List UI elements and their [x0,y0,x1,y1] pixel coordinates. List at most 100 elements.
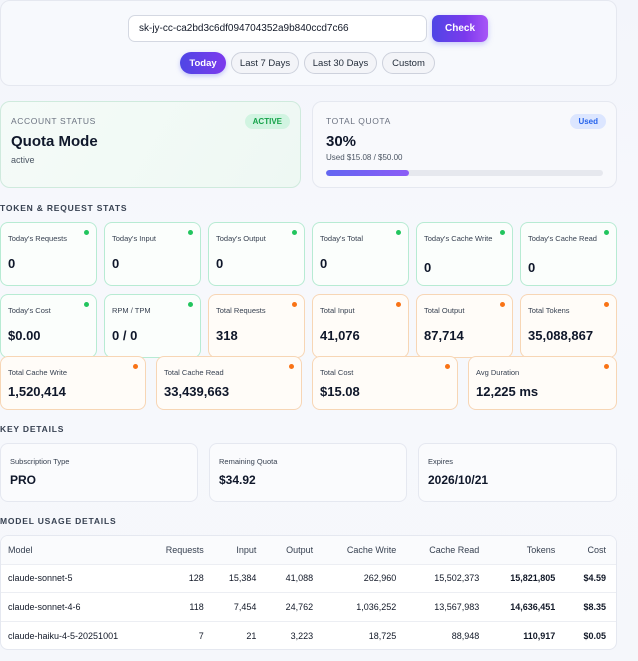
stat-label: Today's Input [112,234,156,243]
account-state: active [11,155,35,165]
table-cell: 128 [188,573,204,584]
subscription-type-card: Subscription Type PRO [0,443,198,502]
model-usage-section-title: MODEL USAGE DETAILS [0,516,117,526]
stat-value: 35,088,867 [528,328,594,343]
stat-card: Avg Duration 12,225 ms [468,356,617,410]
stat-label: Today's Cache Read [528,234,597,243]
status-dot-icon [445,364,450,369]
status-dot-icon [188,230,193,235]
status-dot-icon [289,364,294,369]
stat-value: 0 / 0 [112,328,138,343]
table-row: claude-sonnet-5 128 15,384 41,088 262,960 15,… [1,564,616,593]
stat-card: RPM / TPM 0 / 0 [104,294,201,358]
stat-label: Today's Total [320,234,363,243]
table-body: claude-sonnet-5 128 15,384 41,088 262,960 15,… [1,564,616,649]
col-input: Input [236,544,257,555]
stat-value: 12,225 ms [476,384,539,399]
stat-value: 0 [216,256,224,271]
col-tokens: Tokens [526,544,556,555]
stat-value: 318 [216,328,238,343]
api-key-panel: Check Today Last 7 Days Last 30 Days Cus… [0,0,617,86]
stat-value: 0 [112,256,120,271]
quota-progress-bar [326,170,603,176]
remaining-quota-card: Remaining Quota $34.92 [209,443,407,502]
check-button[interactable]: Check [432,15,488,42]
status-dot-icon [500,302,505,307]
table-cell: $4.59 [583,573,606,584]
detail-label: Remaining Quota [219,457,278,466]
table-cell: claude-haiku-4-5-20251001 [8,630,119,641]
table-cell: 118 [189,601,204,612]
stat-label: Total Cache Write [8,368,68,377]
range-last-30-days-button[interactable]: Last 30 Days [304,52,377,74]
stat-card: Total Output 87,714 [416,294,513,358]
api-key-input[interactable] [128,15,427,42]
col-cache-read: Cache Read [429,544,480,555]
status-dot-icon [188,302,193,307]
table-cell: 15,502,373 [434,573,480,584]
status-dot-icon [604,302,609,307]
range-today-button[interactable]: Today [180,52,226,74]
stat-label: Total Cache Read [164,368,224,377]
col-model: Model [8,544,33,555]
stat-value: 1,520,414 [8,384,66,399]
detail-value: $34.92 [219,473,256,487]
used-badge: Used [570,114,606,129]
status-dot-icon [84,302,89,307]
status-dot-icon [133,364,138,369]
detail-value: 2026/10/21 [428,473,489,487]
table-header-row: Model Requests Input Output Cache Write … [1,536,616,564]
key-details-section-title: KEY DETAILS [0,424,65,434]
status-dot-icon [84,230,89,235]
table-cell: 3,223 [290,630,314,641]
stat-card: Total Cache Write 1,520,414 [0,356,146,410]
status-dot-icon [604,230,609,235]
status-dot-icon [292,230,297,235]
col-requests: Requests [165,544,204,555]
account-status-card: ACCOUNT STATUS ACTIVE Quota Mode active [0,101,301,188]
stat-value: 0 [424,260,432,275]
range-custom-button[interactable]: Custom [382,52,435,74]
stat-card: Today's Cost $0.00 [0,294,97,358]
stat-card: Today's Cache Write 0 [416,222,513,286]
total-quota-card: TOTAL QUOTA Used 30% Used $15.08 / $50.0… [312,101,617,188]
table-cell: 7 [198,630,204,641]
stat-value: 87,714 [424,328,464,343]
account-status-label: ACCOUNT STATUS [11,116,96,126]
table-cell: 14,636,451 [510,601,556,612]
stat-label: Avg Duration [476,368,520,377]
stats-section-title: TOKEN & REQUEST STATS [0,203,128,213]
stat-value: 33,439,663 [164,384,230,399]
table-cell: 24,762 [285,601,314,612]
table-cell: $8.35 [583,601,606,612]
stat-label: RPM / TPM [112,306,151,315]
status-dot-icon [500,230,505,235]
stat-label: Total Tokens [528,306,570,315]
quota-progress-fill [326,170,410,176]
active-badge: ACTIVE [244,114,290,129]
table-cell: claude-sonnet-5 [8,573,73,584]
stat-card: Today's Total 0 [312,222,409,286]
stat-label: Total Cost [320,368,354,377]
stat-card: Total Tokens 35,088,867 [520,294,617,358]
table-cell: 21 [246,630,257,641]
range-last-7-days-button[interactable]: Last 7 Days [231,52,299,74]
stat-card: Today's Input 0 [104,222,201,286]
detail-label: Subscription Type [10,457,70,466]
table-row: claude-haiku-4-5-20251001 7 21 3,223 18,725 8… [1,621,616,649]
account-mode: Quota Mode [11,133,98,150]
detail-label: Expires [428,457,454,466]
detail-value: PRO [10,473,37,487]
stat-card: Total Cost $15.08 [312,356,458,410]
table-cell: 15,384 [228,573,257,584]
stat-value: 0 [8,256,16,271]
stat-value: 41,076 [320,328,360,343]
col-output: Output [286,544,314,555]
stat-label: Today's Output [216,234,266,243]
stat-label: Total Input [320,306,355,315]
stat-label: Today's Cache Write [424,234,493,243]
table-cell: $0.05 [583,630,606,641]
stat-card: Total Requests 318 [208,294,305,358]
table-cell: 41,088 [285,573,314,584]
stat-value: 0 [528,260,536,275]
